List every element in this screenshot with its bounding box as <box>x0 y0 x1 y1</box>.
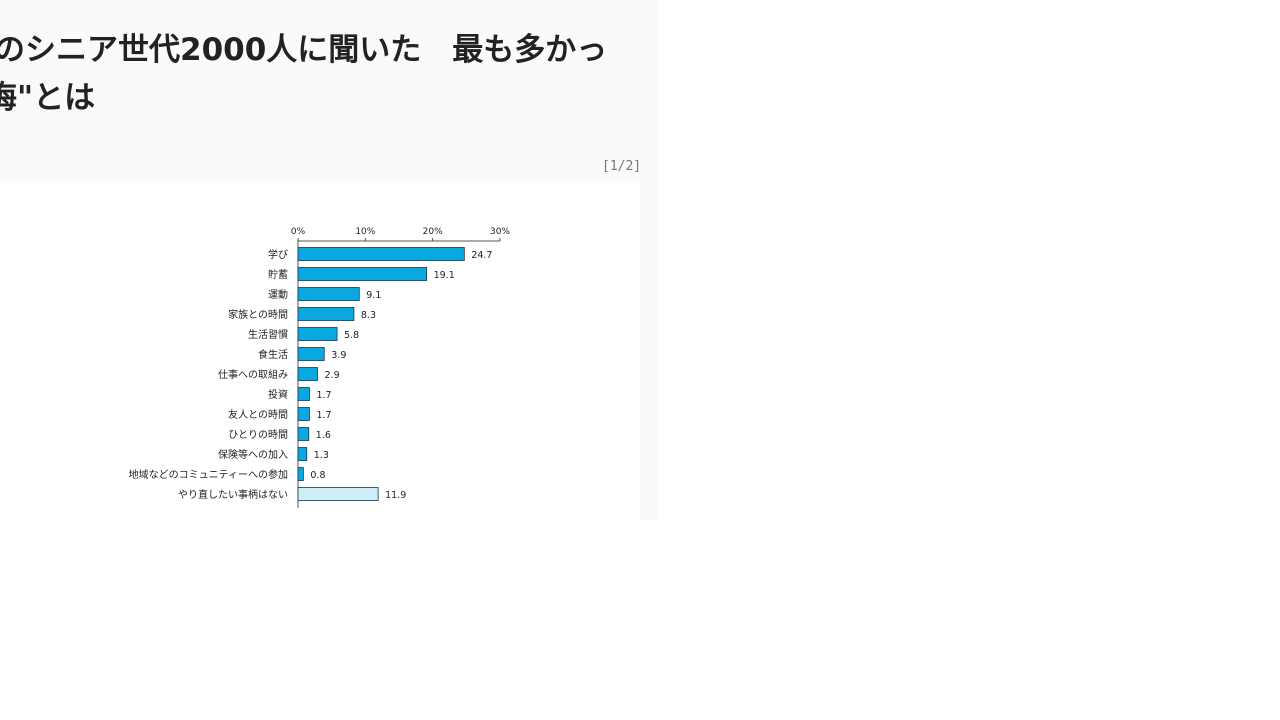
category-label: 食生活 <box>258 348 288 361</box>
category-label: 投資 <box>268 388 288 401</box>
bar <box>297 307 355 321</box>
category-label: 仕事への取組み <box>218 368 288 381</box>
data-label: 2.9 <box>325 370 340 381</box>
bar <box>297 427 310 441</box>
x-tick-label: 10% <box>355 227 375 237</box>
article-title-line-1: のシニア世代2000人に聞いた 最も多かっ <box>0 32 608 68</box>
data-label: 8.3 <box>361 310 376 321</box>
data-label: 19.1 <box>434 270 455 281</box>
category-label: 学び <box>268 248 288 261</box>
article-title-line-2: 悔"とは <box>0 80 96 116</box>
data-label: 3.9 <box>331 350 346 361</box>
category-label: 家族との時間 <box>228 308 288 321</box>
category-label: 保険等への加入 <box>218 448 288 461</box>
bar <box>297 407 310 421</box>
bar <box>297 387 310 401</box>
category-label: 地域などのコミュニティーへの参加 <box>129 468 288 481</box>
bar-chart: 0% 10% 20% 30% 学び 24.7 貯蓄 19.1 運動 9.1 家族との時間 8.3 生活習… <box>129 227 510 508</box>
bar <box>297 287 360 301</box>
category-label: 生活習慣 <box>248 328 288 341</box>
bar <box>297 347 325 361</box>
data-label: 1.7 <box>316 410 331 421</box>
bar <box>297 467 304 481</box>
chart-image[interactable]: 0% 10% 20% 30% 学び 24.7 貯蓄 19.1 運動 9.1 家族との時間 8.3 生活習… <box>0 183 640 520</box>
data-label: 0.8 <box>310 470 325 481</box>
bar <box>297 247 465 261</box>
bar <box>297 267 428 281</box>
data-label: 5.8 <box>344 330 359 341</box>
data-label: 1.6 <box>316 430 331 441</box>
image-pager: [1/2] <box>602 159 642 174</box>
category-label: 運動 <box>268 288 288 301</box>
bar <box>297 487 379 501</box>
x-tick-label: 20% <box>423 227 443 237</box>
data-label: 9.1 <box>366 290 381 301</box>
data-label: 1.3 <box>314 450 329 461</box>
data-label: 11.9 <box>385 490 406 501</box>
bar <box>297 447 308 461</box>
category-label: ひとりの時間 <box>228 429 288 441</box>
article-panel: のシニア世代2000人に聞いた 最も多かっ 悔"とは [1/2] 0% 10% 20… <box>0 0 658 520</box>
bar <box>297 367 318 381</box>
category-label: 友人との時間 <box>228 408 288 421</box>
x-tick-label: 30% <box>490 227 510 237</box>
category-label: 貯蓄 <box>268 269 288 281</box>
category-label: やり直したい事柄はない <box>178 488 288 501</box>
bar <box>297 327 338 341</box>
data-label: 1.7 <box>316 390 331 401</box>
x-tick-label: 0% <box>291 227 306 237</box>
data-label: 24.7 <box>471 250 492 261</box>
